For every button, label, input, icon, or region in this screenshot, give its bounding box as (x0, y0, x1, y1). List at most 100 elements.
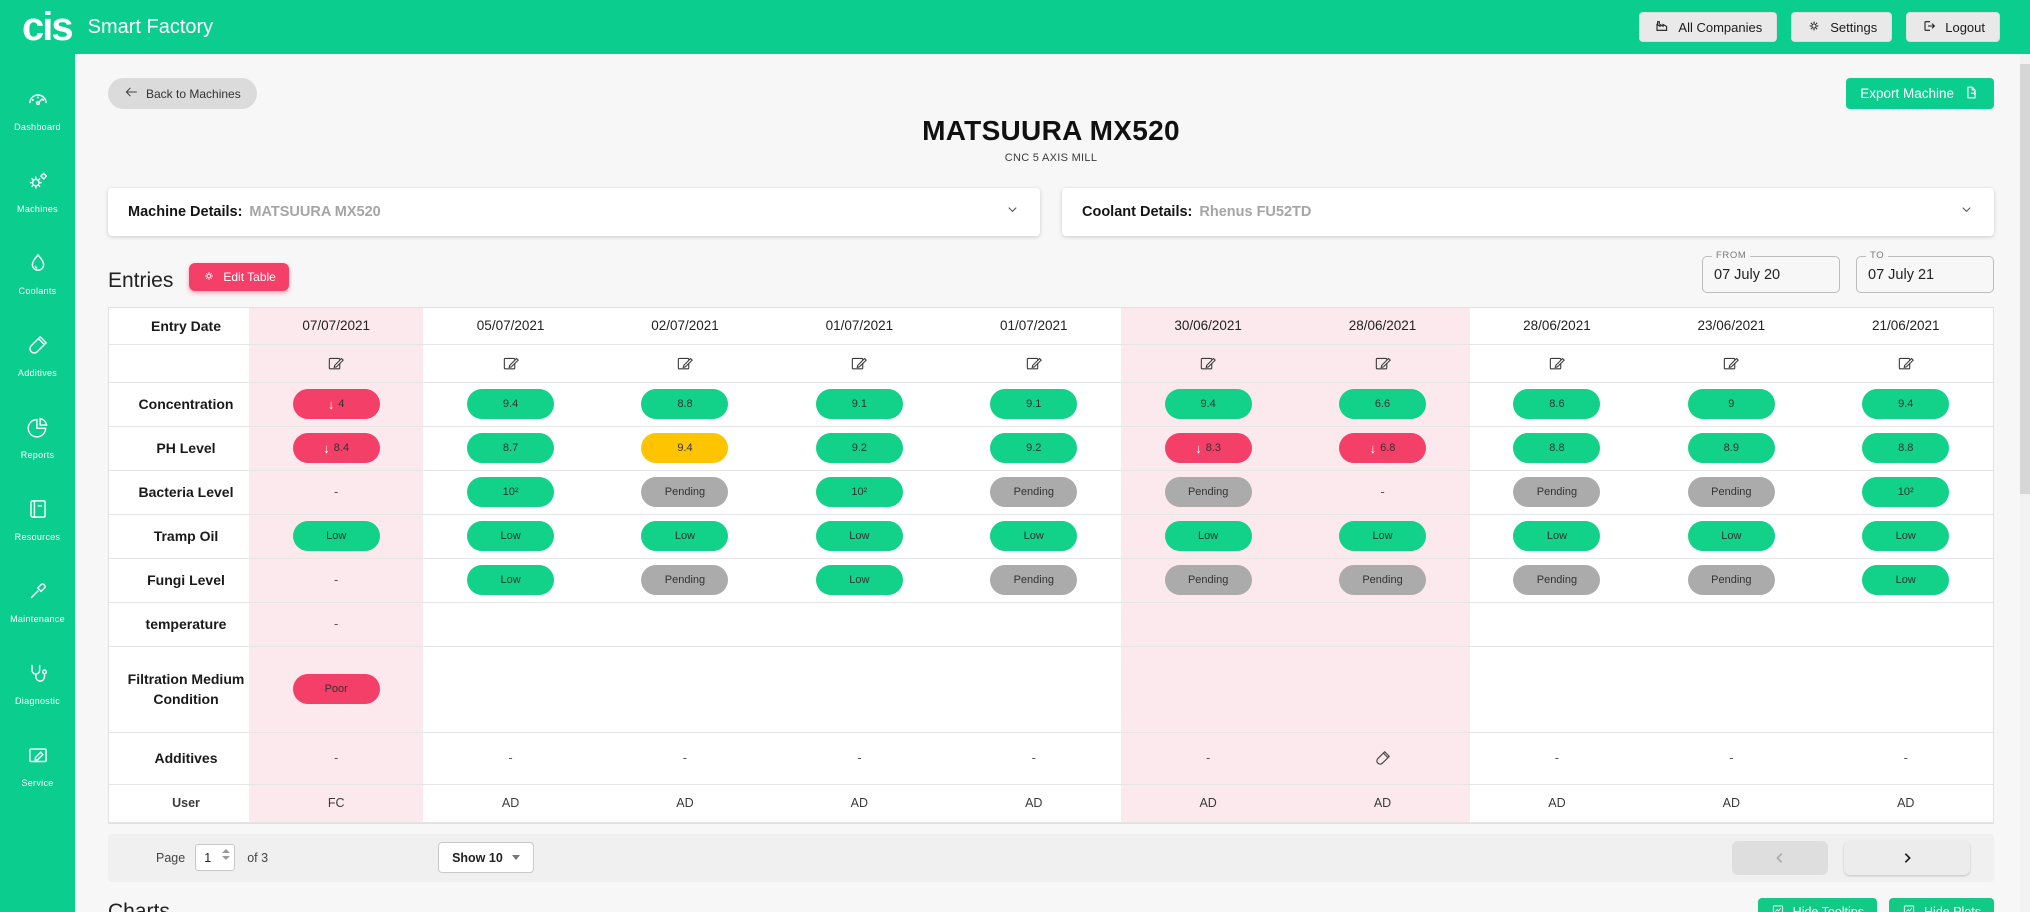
table-cell (772, 646, 947, 733)
table-cell: Pending (946, 470, 1121, 515)
page-number-spinner[interactable] (222, 849, 231, 860)
table-cell (1469, 602, 1645, 647)
reports-icon (25, 414, 51, 445)
date-to-input[interactable]: TO 07 July 21 (1856, 250, 1994, 293)
entry-date-header: 02/07/2021 (597, 308, 773, 345)
table-cell: Low (772, 514, 947, 559)
sidebar-nav: Dashboard Machines Coolants Additives Report… (0, 54, 75, 912)
sidebar-item-resources[interactable]: Resources (0, 496, 75, 542)
table-cell: 9.2 (772, 426, 947, 471)
table-cell: - (249, 732, 424, 785)
corner-header: Entry Date (109, 308, 249, 345)
row-label: User (109, 784, 249, 823)
value-pill: 9 (1687, 389, 1775, 419)
additive-tube-icon[interactable] (1373, 749, 1393, 766)
table-cell: Low (1644, 514, 1819, 559)
service-icon (25, 742, 51, 773)
empty-value: - (334, 750, 339, 765)
edit-entry-icon[interactable] (597, 344, 773, 383)
machine-details-label: Machine Details: (128, 204, 243, 220)
table-row: User FC AD AD AD AD AD AD AD AD AD (109, 784, 1993, 823)
date-from-input[interactable]: FROM 07 July 20 (1702, 250, 1840, 293)
edit-entry-icon[interactable] (1120, 344, 1296, 383)
table-cell: - (249, 602, 424, 647)
table-cell: AD (772, 784, 947, 823)
table-cell: - (423, 732, 598, 785)
sidebar-item-diagnostic[interactable]: Diagnostic (0, 660, 75, 706)
edit-entry-icon[interactable] (1818, 344, 1993, 383)
hide-tooltips-button[interactable]: Hide Tooltips (1757, 897, 1878, 912)
value-pill: Poor (292, 674, 380, 704)
edit-table-button[interactable]: Edit Table (189, 263, 289, 291)
value-pill: Low (1687, 521, 1775, 551)
table-cell: Pending (946, 558, 1121, 603)
scrollbar-thumb[interactable] (2020, 64, 2030, 494)
chevron-down-icon (1005, 202, 1020, 222)
edit-entry-icon[interactable] (249, 344, 424, 383)
empty-value: - (334, 484, 339, 499)
table-cell: - (1120, 732, 1296, 785)
page-scrollbar[interactable] (2020, 54, 2030, 912)
next-page-button[interactable] (1844, 840, 1970, 875)
value-pill: 9.4 (1164, 389, 1252, 419)
pagination-bar: Page 1 of 3 Show 10 (108, 833, 1994, 882)
edit-entry-icon[interactable] (946, 344, 1121, 383)
sidebar-item-label: Maintenance (10, 614, 65, 624)
table-cell (423, 646, 598, 733)
coolant-details-dropdown[interactable]: Coolant Details: Rhenus FU52TD (1062, 188, 1994, 236)
table-cell (1295, 602, 1470, 647)
machine-details-value: MATSUURA MX520 (249, 204, 381, 220)
back-to-machines-button[interactable]: Back to Machines (108, 78, 257, 109)
sidebar-item-label: Service (21, 778, 54, 788)
all-companies-button[interactable]: All Companies (1639, 12, 1778, 42)
sidebar-item-label: Machines (17, 204, 58, 214)
hide-plots-button[interactable]: Hide Plots (1889, 897, 1994, 912)
date-to-label: TO (1866, 250, 1889, 261)
previous-page-button[interactable] (1732, 840, 1828, 875)
entries-table-card: Entry Date 07/07/2021 05/07/2021 02/07/2021… (108, 307, 1994, 824)
topbar-button-label: Settings (1830, 19, 1878, 35)
edit-entry-icon[interactable] (772, 344, 947, 383)
sidebar-item-reports[interactable]: Reports (0, 414, 75, 460)
sidebar-item-dashboard[interactable]: Dashboard (0, 86, 75, 132)
sidebar-item-label: Dashboard (14, 122, 61, 132)
value-pill: Low (815, 565, 903, 595)
export-machine-button[interactable]: Export Machine (1846, 78, 1994, 109)
edit-entry-icon[interactable] (1295, 344, 1470, 383)
page-number-input[interactable]: 1 (195, 844, 236, 871)
edit-entry-icon[interactable] (1469, 344, 1645, 383)
show-per-page-dropdown[interactable]: Show 10 (438, 842, 534, 873)
sidebar-item-machines[interactable]: Machines (0, 168, 75, 214)
row-label: Fungi Level (109, 558, 249, 603)
machine-details-dropdown[interactable]: Machine Details: MATSUURA MX520 (108, 188, 1040, 236)
logout-button[interactable]: Logout (1906, 12, 2000, 42)
value-pill: ↓ 8.4 (292, 433, 380, 463)
sidebar-item-coolants[interactable]: Coolants (0, 250, 75, 296)
sidebar-item-label: Resources (14, 532, 61, 542)
edit-entry-icon[interactable] (423, 344, 598, 383)
main-content: Back to Machines Export Machine MATSUURA… (75, 54, 2030, 912)
table-cell: 8.8 (597, 382, 773, 427)
row-label: PH Level (109, 426, 249, 471)
edit-entry-icon[interactable] (1644, 344, 1819, 383)
sidebar-item-additives[interactable]: Additives (0, 332, 75, 378)
sidebar-item-service[interactable]: Service (0, 742, 75, 788)
page-count-label: of 3 (247, 850, 269, 865)
table-cell: 9.1 (772, 382, 947, 427)
chevron-left-icon (1776, 852, 1783, 863)
sidebar-item-maintenance[interactable]: Maintenance (0, 578, 75, 624)
table-cell: Pending (1295, 558, 1470, 603)
empty-value: - (1729, 750, 1734, 765)
row-label: temperature (109, 602, 249, 647)
table-cell: 9.1 (946, 382, 1121, 427)
factory-icon (1654, 18, 1670, 37)
cis-logo: cis (22, 5, 74, 49)
settings-button[interactable]: Settings (1791, 12, 1893, 42)
value-pill: 10² (467, 477, 555, 507)
table-cell: Low (1818, 558, 1993, 603)
table-cell: Low (1818, 514, 1993, 559)
coolant-details-value: Rhenus FU52TD (1199, 204, 1312, 220)
value-pill: 8.7 (467, 433, 555, 463)
value-pill: Pending (1513, 565, 1601, 595)
value-pill: Pending (641, 565, 729, 595)
